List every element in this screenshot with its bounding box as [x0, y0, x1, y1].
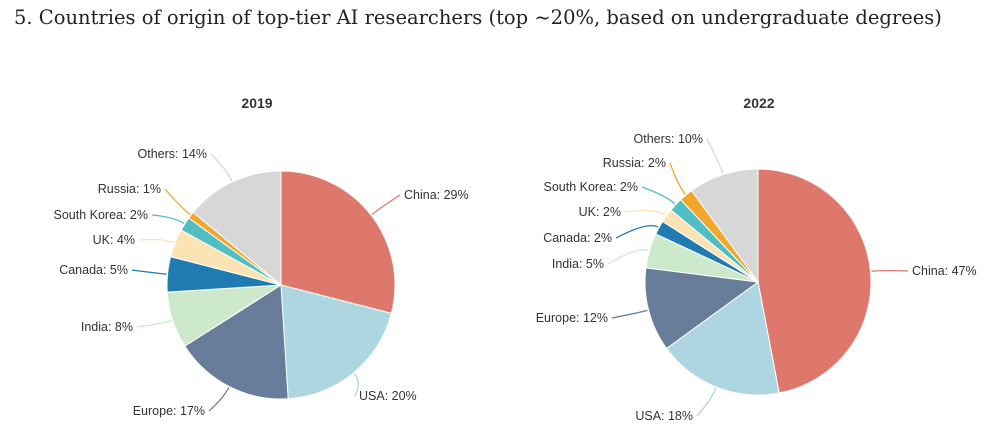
slice-others: [690, 168, 759, 284]
slice-label-europe: Europe: 12%: [536, 311, 608, 325]
leader-line-india: [136, 319, 172, 328]
slice-europe: [644, 267, 760, 350]
slice-usa: [280, 284, 393, 400]
leader-line-south-korea: [641, 186, 676, 205]
slice-label-europe: Europe: 17%: [133, 404, 205, 418]
leader-line-usa: [696, 387, 717, 417]
slice-china: [280, 170, 396, 314]
leader-line-europe: [611, 309, 648, 319]
chart-title: 2022: [743, 95, 774, 111]
slice-label-south-korea: South Korea: 2%: [543, 180, 638, 194]
leader-line-others: [706, 138, 724, 174]
leader-line-canada: [131, 269, 167, 275]
slice-label-south-korea: South Korea: 2%: [53, 208, 148, 222]
slice-others: [192, 170, 282, 287]
slice-china: [757, 168, 872, 394]
slice-label-india: India: 8%: [81, 320, 133, 334]
slice-label-usa: USA: 18%: [635, 409, 693, 423]
leader-line-china: [371, 194, 401, 216]
slice-label-others: Others: 14%: [138, 147, 207, 161]
slice-label-russia: Russia: 2%: [603, 156, 666, 170]
leader-line-uk: [138, 238, 175, 244]
slice-label-others: Others: 10%: [634, 132, 703, 146]
slice-label-canada: Canada: 2%: [543, 231, 612, 245]
leader-line-china: [871, 269, 909, 272]
leader-line-canada: [615, 224, 659, 239]
page-title: 5. Countries of origin of top-tier AI re…: [14, 6, 942, 29]
leader-line-europe: [208, 387, 230, 412]
chart-title: 2019: [241, 95, 272, 111]
slice-label-uk: UK: 2%: [579, 205, 621, 219]
leader-line-russia: [669, 162, 686, 195]
leader-line-others: [210, 153, 233, 182]
leader-line-uk: [624, 209, 667, 216]
slice-label-china: China: 47%: [912, 264, 977, 278]
slice-label-china: China: 29%: [404, 188, 469, 202]
slice-europe: [184, 284, 289, 400]
slice-label-uk: UK: 4%: [93, 233, 135, 247]
leader-line-south-korea: [151, 214, 185, 224]
slice-label-russia: Russia: 1%: [98, 182, 161, 196]
slice-label-india: India: 5%: [552, 257, 604, 271]
slice-label-usa: USA: 20%: [359, 389, 417, 403]
slice-label-canada: Canada: 5%: [59, 263, 128, 277]
pie-chart-2022: 2022 China: 47% USA: 18% Europe: 12% India: …: [536, 95, 977, 423]
slice-usa: [665, 281, 780, 396]
leader-line-russia: [164, 188, 191, 216]
leader-line-india: [607, 249, 649, 265]
leader-line-usa: [353, 373, 359, 397]
pie-chart-2019: 2019 China: 29% USA: 20% Europe: 17% India: …: [53, 95, 468, 418]
